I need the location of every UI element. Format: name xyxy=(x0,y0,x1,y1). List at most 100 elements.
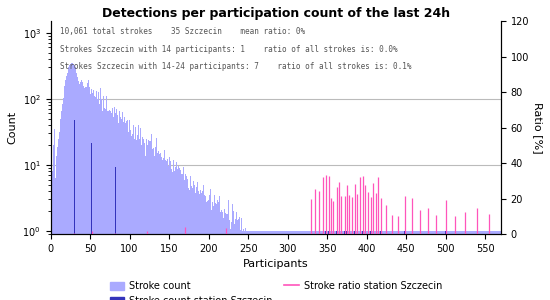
Bar xyxy=(328,231,329,300)
Bar xyxy=(92,93,93,300)
Bar xyxy=(370,231,371,300)
Bar xyxy=(373,231,374,300)
Bar xyxy=(60,118,61,300)
Bar xyxy=(366,231,367,300)
Bar xyxy=(124,117,125,300)
Bar xyxy=(494,231,495,300)
Bar xyxy=(204,195,205,300)
Bar xyxy=(339,231,340,300)
Bar xyxy=(243,229,244,300)
Bar xyxy=(231,222,232,300)
Bar xyxy=(98,92,99,300)
Bar xyxy=(357,231,358,300)
Bar xyxy=(279,231,280,300)
Bar xyxy=(67,73,68,300)
Bar xyxy=(420,231,421,300)
Bar xyxy=(217,200,218,300)
Bar xyxy=(386,231,387,300)
Bar xyxy=(497,231,498,300)
Bar xyxy=(179,168,180,300)
Bar xyxy=(288,231,289,300)
Bar xyxy=(263,231,265,300)
Bar xyxy=(325,231,326,300)
Bar xyxy=(436,231,437,300)
Bar xyxy=(276,231,277,300)
Bar xyxy=(94,92,95,300)
Bar xyxy=(144,143,145,300)
Bar xyxy=(465,231,466,300)
Bar xyxy=(346,231,347,300)
Bar xyxy=(434,231,435,300)
Bar xyxy=(151,134,152,300)
Bar xyxy=(426,231,427,300)
Bar xyxy=(336,231,337,300)
Bar xyxy=(348,231,349,300)
Bar xyxy=(84,88,85,300)
Bar xyxy=(234,224,235,300)
Bar xyxy=(281,231,282,300)
Bar xyxy=(368,231,370,300)
Bar xyxy=(157,153,158,300)
Bar xyxy=(238,219,239,300)
Bar xyxy=(466,231,468,300)
Bar xyxy=(261,231,262,300)
Bar xyxy=(382,231,383,300)
Bar xyxy=(442,231,443,300)
Bar xyxy=(287,231,288,300)
Bar xyxy=(315,231,316,300)
Bar xyxy=(427,231,428,300)
Bar xyxy=(78,81,79,300)
Bar xyxy=(392,231,393,300)
Bar xyxy=(252,231,253,300)
Bar xyxy=(319,231,320,300)
Bar xyxy=(456,231,457,300)
Bar xyxy=(377,231,378,300)
Bar xyxy=(158,151,159,300)
Bar xyxy=(337,231,338,300)
Bar xyxy=(136,140,137,300)
Bar xyxy=(448,231,449,300)
Bar xyxy=(211,210,212,300)
Bar xyxy=(160,153,161,300)
Bar xyxy=(254,231,255,300)
Bar xyxy=(458,231,459,300)
Bar xyxy=(176,162,177,300)
Bar xyxy=(433,231,434,300)
Bar xyxy=(242,231,243,300)
Bar xyxy=(134,139,135,300)
Bar xyxy=(425,231,426,300)
Bar xyxy=(79,84,80,300)
Bar xyxy=(303,231,304,300)
Bar xyxy=(193,181,194,300)
Bar xyxy=(404,231,405,300)
Bar xyxy=(255,231,256,300)
Bar xyxy=(202,191,203,300)
Bar xyxy=(406,231,408,300)
Bar xyxy=(139,139,140,300)
Bar xyxy=(294,231,295,300)
Bar xyxy=(246,231,247,300)
Bar xyxy=(422,231,423,300)
Bar xyxy=(257,231,258,300)
Bar xyxy=(398,231,399,300)
Bar xyxy=(229,220,230,300)
Bar xyxy=(460,231,461,300)
Bar xyxy=(316,231,317,300)
Bar xyxy=(233,211,234,300)
Bar xyxy=(343,231,344,300)
Bar xyxy=(470,231,471,300)
Bar xyxy=(138,125,139,300)
Bar xyxy=(128,130,129,300)
Bar xyxy=(469,231,470,300)
Bar xyxy=(73,64,74,300)
Bar xyxy=(146,140,147,300)
Bar xyxy=(399,231,400,300)
Bar xyxy=(66,76,67,300)
Bar xyxy=(488,231,489,300)
Title: Detections per participation count of the last 24h: Detections per participation count of th… xyxy=(102,7,450,20)
Bar xyxy=(315,231,316,300)
Bar xyxy=(485,231,486,300)
Bar xyxy=(296,231,298,300)
Bar xyxy=(363,231,364,300)
Text: Strokes Szczecin with 14 participants: 1    ratio of all strokes is: 0.0%: Strokes Szczecin with 14 participants: 1… xyxy=(59,44,397,53)
